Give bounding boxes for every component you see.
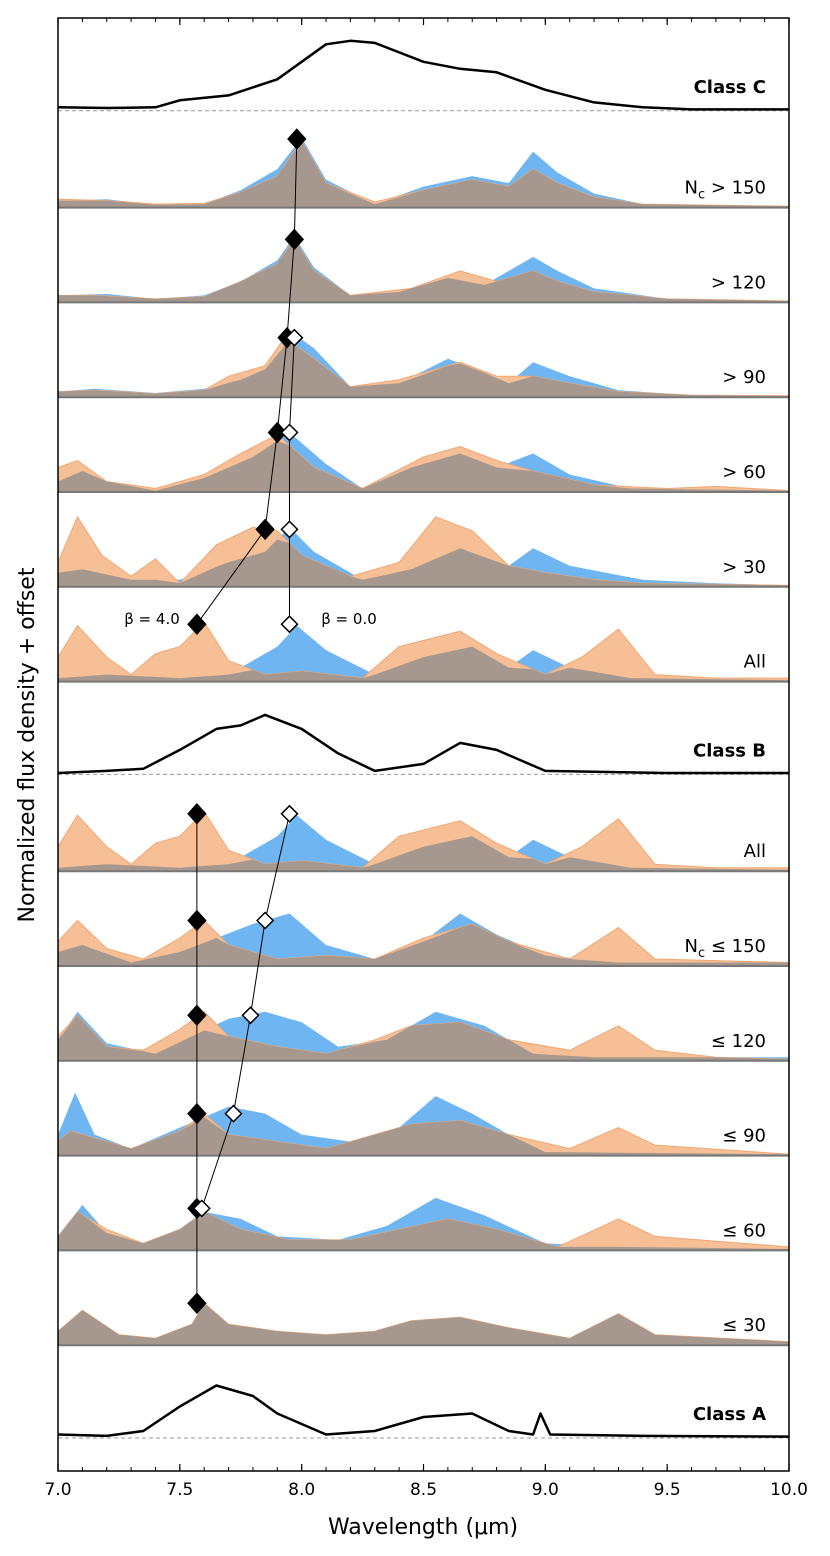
- row-1: Nc > 150: [57, 137, 790, 209]
- white-diamond-marker: [280, 804, 299, 823]
- row-label: All: [744, 841, 766, 862]
- row-13: ≤ 30: [57, 1302, 790, 1347]
- black-diamond-marker: [187, 803, 207, 825]
- overlap-area: [58, 924, 789, 966]
- x-tick-label: 8.0: [288, 1480, 315, 1500]
- row-11: ≤ 90: [57, 1092, 790, 1157]
- class-spectrum-line: [57, 1384, 790, 1438]
- row-6: All: [57, 621, 790, 683]
- overlap-area: [58, 1303, 789, 1346]
- black-diamond-marker: [284, 228, 305, 251]
- overlap-area: [58, 141, 789, 208]
- x-tick-label: 7.0: [44, 1480, 71, 1500]
- white-diamond-marker: [285, 328, 304, 347]
- overlap-area: [58, 646, 789, 682]
- x-tick-label: 7.5: [166, 1480, 193, 1500]
- row-2: > 120: [57, 235, 790, 304]
- row-0: Class C: [57, 39, 789, 112]
- row-label: Nc > 150: [684, 178, 766, 203]
- row-label: ≤ 30: [722, 1315, 766, 1336]
- black-diamond-marker: [287, 128, 307, 150]
- overlap-area: [58, 239, 789, 303]
- y-axis-label: Normalized flux density + offset: [15, 567, 40, 922]
- class-spectrum-line: [57, 713, 789, 775]
- row-label: ≤ 90: [722, 1126, 766, 1147]
- black-trend-line-upper: [196, 138, 298, 625]
- overlap-area: [58, 440, 789, 492]
- overlap-area: [58, 1211, 789, 1251]
- white-diamond-marker: [280, 520, 299, 539]
- row-8: All: [57, 810, 790, 873]
- row-7: Class B: [57, 713, 789, 775]
- row-14: Class A: [57, 1384, 790, 1439]
- x-tick-label: 9.0: [532, 1480, 559, 1500]
- row-label: All: [744, 652, 766, 673]
- rows-layer: Class C Nc > 150 > 120 > 90 > 60 > 30 All Class…: [57, 39, 790, 1439]
- row-4: > 60: [57, 432, 790, 493]
- white-diamond-marker: [256, 911, 275, 930]
- markers-layer: [187, 128, 307, 1314]
- beta-left-label: β = 4.0: [124, 610, 180, 628]
- white-diamond-marker: [241, 1006, 260, 1025]
- row-9: Nc ≤ 150: [57, 913, 790, 967]
- row-label: > 30: [722, 557, 766, 578]
- row-10: ≤ 120: [57, 1011, 790, 1062]
- row-label: > 60: [722, 462, 766, 483]
- black-diamond-marker: [187, 1004, 207, 1027]
- row-label: > 120: [711, 272, 766, 293]
- overlap-area: [58, 1117, 789, 1156]
- plot-frame: [57, 17, 790, 1472]
- black-diamond-marker: [187, 1292, 207, 1314]
- x-ticks: 7.0 7.5 8.0 8.5 9.0 9.5 10.0: [44, 18, 808, 1500]
- overlap-area: [58, 344, 789, 398]
- black-diamond-marker: [255, 518, 275, 541]
- white-diamond-marker: [224, 1104, 243, 1123]
- beta-right-label: β = 0.0: [321, 610, 377, 628]
- row-label: ≤ 120: [711, 1031, 766, 1052]
- black-diamond-marker: [187, 1102, 207, 1125]
- overlap-area: [58, 539, 789, 587]
- class-label: Class C: [694, 77, 766, 98]
- black-diamond-marker: [187, 613, 207, 635]
- white-diamond-marker: [280, 423, 299, 442]
- white-diamond-marker: [280, 615, 299, 634]
- black-diamond-marker: [267, 421, 287, 444]
- row-label: ≤ 60: [722, 1220, 766, 1241]
- x-axis-label: Wavelength (μm): [328, 1515, 518, 1540]
- overlap-area: [58, 1015, 789, 1061]
- white-trend-line-upper: [288, 337, 295, 625]
- row-label: > 90: [722, 367, 766, 388]
- black-diamond-marker: [187, 909, 207, 932]
- x-tick-label: 9.5: [654, 1480, 681, 1500]
- x-tick-label: 10.0: [770, 1480, 808, 1500]
- overlap-area: [58, 836, 789, 872]
- x-tick-label: 8.5: [410, 1480, 437, 1500]
- class-label: Class A: [693, 1404, 766, 1425]
- white-diamond-marker: [192, 1199, 211, 1218]
- row-3: > 90: [57, 334, 790, 399]
- row-5: > 30: [57, 515, 790, 588]
- class-spectrum-line: [57, 39, 789, 111]
- row-label: Nc ≤ 150: [684, 936, 766, 961]
- class-label: Class B: [693, 740, 766, 761]
- row-12: ≤ 60: [57, 1197, 790, 1252]
